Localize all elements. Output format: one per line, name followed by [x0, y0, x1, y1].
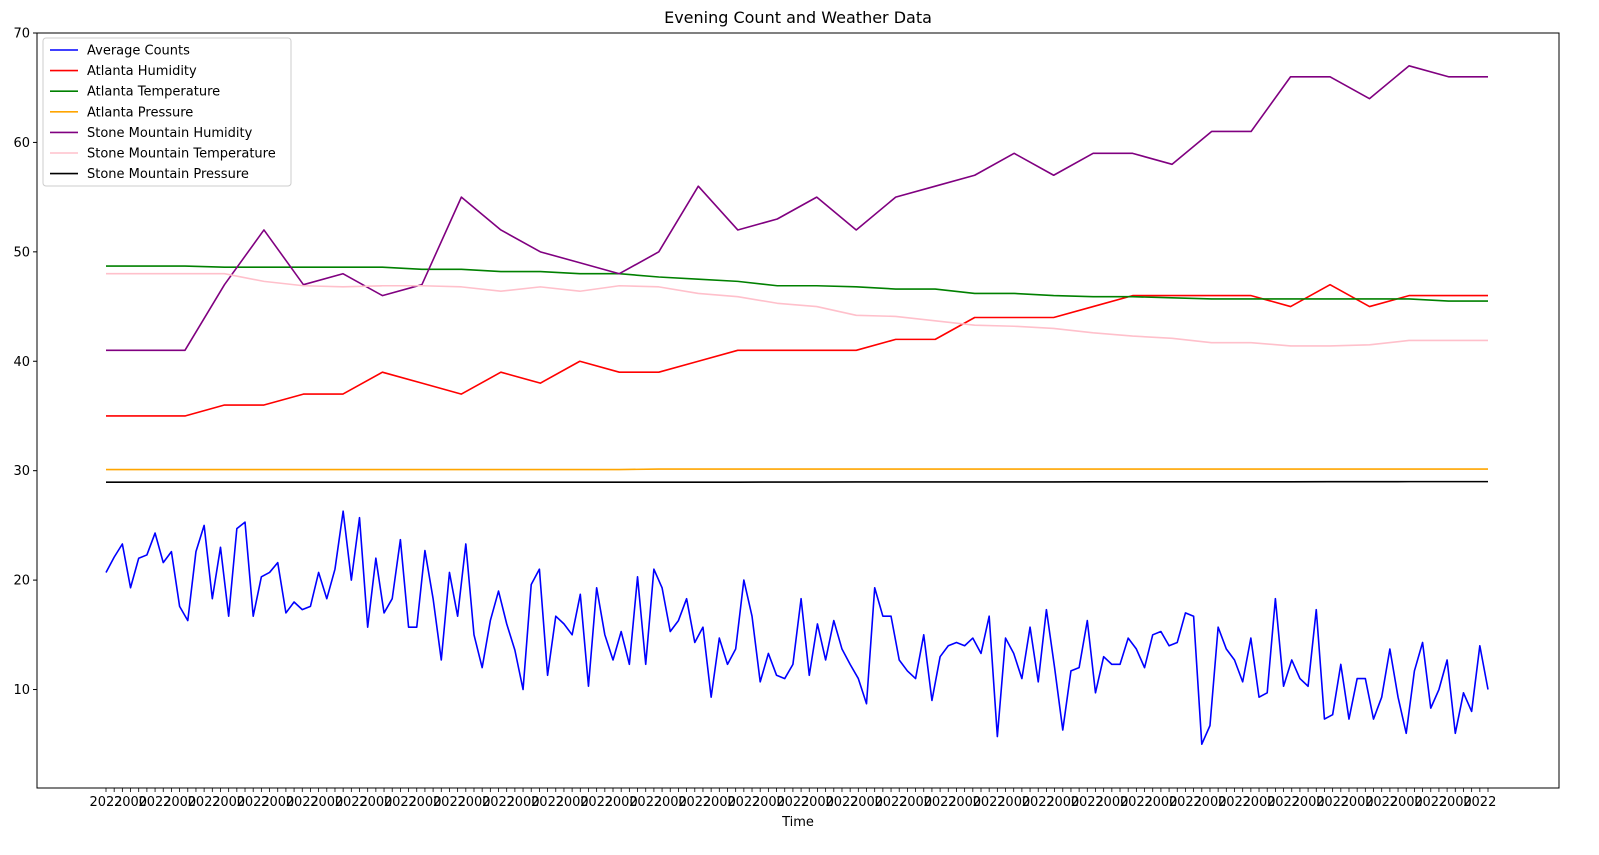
x-tick-label: 2022: [1022, 795, 1055, 810]
series-line-stone-mountain-pressure: [106, 480, 1488, 483]
legend-entry: Atlanta Humidity: [87, 64, 197, 79]
x-tick-label: 2000: [114, 795, 147, 810]
x-tick-label: 2000: [359, 795, 392, 810]
x-tick-label: 2022: [874, 795, 907, 810]
x-tick-label: 2022: [237, 795, 270, 810]
y-tick-label: 40: [13, 355, 30, 370]
x-tick-label: 2022: [973, 795, 1006, 810]
x-tick-label: 2022: [384, 795, 417, 810]
legend-entry: Stone Mountain Humidity: [87, 126, 253, 141]
series-line-stone-mountain-temperature: [106, 272, 1488, 347]
x-tick-label: 2000: [1439, 795, 1472, 810]
x-tick-label: 2000: [1242, 795, 1275, 810]
x-tick-label: 2000: [654, 795, 687, 810]
series-line-atlanta-temperature: [106, 265, 1488, 302]
x-tick-label: 2022: [727, 795, 760, 810]
x-axis-label: Time: [781, 815, 814, 830]
x-tick-label: 2000: [1046, 795, 1079, 810]
x-tick-label: 2022: [482, 795, 515, 810]
x-tick-label: 2000: [997, 795, 1030, 810]
x-tick-label: 2022: [1463, 795, 1496, 810]
x-tick-label: 2000: [948, 795, 981, 810]
x-tick-label: 2000: [1292, 795, 1325, 810]
x-tick-label: 2022: [1120, 795, 1153, 810]
x-tick-label: 2022: [89, 795, 122, 810]
x-tick-label: 2022: [188, 795, 221, 810]
y-tick-label: 50: [13, 245, 30, 260]
y-tick-label: 60: [13, 136, 30, 151]
x-tick-label: 2000: [261, 795, 294, 810]
x-tick-label: 2022: [1316, 795, 1349, 810]
x-tick-label: 2000: [605, 795, 638, 810]
legend-entry: Stone Mountain Pressure: [87, 167, 249, 182]
x-tick-label: 2022: [139, 795, 172, 810]
x-tick-label: 2000: [752, 795, 785, 810]
x-tick-label: 2000: [703, 795, 736, 810]
series-line-atlanta-humidity: [106, 283, 1488, 417]
x-tick-label: 2000: [507, 795, 540, 810]
x-tick-label: 2022: [776, 795, 809, 810]
legend-entry: Atlanta Pressure: [87, 105, 193, 120]
x-tick-label: 2022: [1267, 795, 1300, 810]
x-tick-label: 2000: [212, 795, 245, 810]
x-tick-label: 2000: [1390, 795, 1423, 810]
y-tick-label: 70: [13, 27, 30, 42]
x-axis: 2022200020222000202220002022200020222000…: [89, 788, 1496, 810]
x-tick-label: 2000: [1341, 795, 1374, 810]
legend: Average Counts Atlanta Humidity Atlanta Te…: [42, 37, 292, 187]
x-tick-label: 2022: [580, 795, 613, 810]
x-tick-label: 2000: [457, 795, 490, 810]
x-tick-label: 2022: [825, 795, 858, 810]
x-tick-label: 2000: [801, 795, 834, 810]
x-tick-label: 2022: [629, 795, 662, 810]
x-tick-label: 2022: [335, 795, 368, 810]
x-tick-label: 2000: [1193, 795, 1226, 810]
y-axis: 10 20 30 40 50 60 70: [13, 27, 37, 698]
x-tick-label: 2022: [433, 795, 466, 810]
x-tick-label: 2000: [408, 795, 441, 810]
x-tick-label: 2000: [1144, 795, 1177, 810]
x-tick-label: 2022: [678, 795, 711, 810]
x-tick-label: 2022: [924, 795, 957, 810]
y-tick-label: 20: [13, 574, 30, 589]
x-tick-label: 2022: [1218, 795, 1251, 810]
x-tick-label: 2000: [310, 795, 343, 810]
x-tick-label: 2000: [1095, 795, 1128, 810]
x-tick-label: 2022: [1414, 795, 1447, 810]
legend-entry: Average Counts: [87, 44, 190, 59]
x-tick-label: 2022: [1071, 795, 1104, 810]
x-tick-label: 2000: [899, 795, 932, 810]
x-tick-label: 2022: [1169, 795, 1202, 810]
y-tick-label: 30: [13, 464, 30, 479]
series-line-average-counts: [105, 510, 1489, 746]
x-tick-label: 2000: [163, 795, 196, 810]
series-layer: [105, 65, 1489, 746]
series-line-stone-mountain-humidity: [106, 65, 1488, 352]
chart-title: Evening Count and Weather Data: [664, 8, 932, 27]
legend-box: [42, 37, 292, 187]
series-line-atlanta-pressure: [106, 468, 1488, 471]
x-tick-label: 2000: [556, 795, 589, 810]
x-tick-label: 2000: [850, 795, 883, 810]
x-tick-label: 2022: [531, 795, 564, 810]
y-tick-label: 10: [13, 683, 30, 698]
legend-entry: Stone Mountain Temperature: [87, 147, 276, 162]
x-tick-label: 2022: [286, 795, 319, 810]
x-tick-label: 2022: [1365, 795, 1398, 810]
legend-entry: Atlanta Temperature: [87, 85, 220, 100]
